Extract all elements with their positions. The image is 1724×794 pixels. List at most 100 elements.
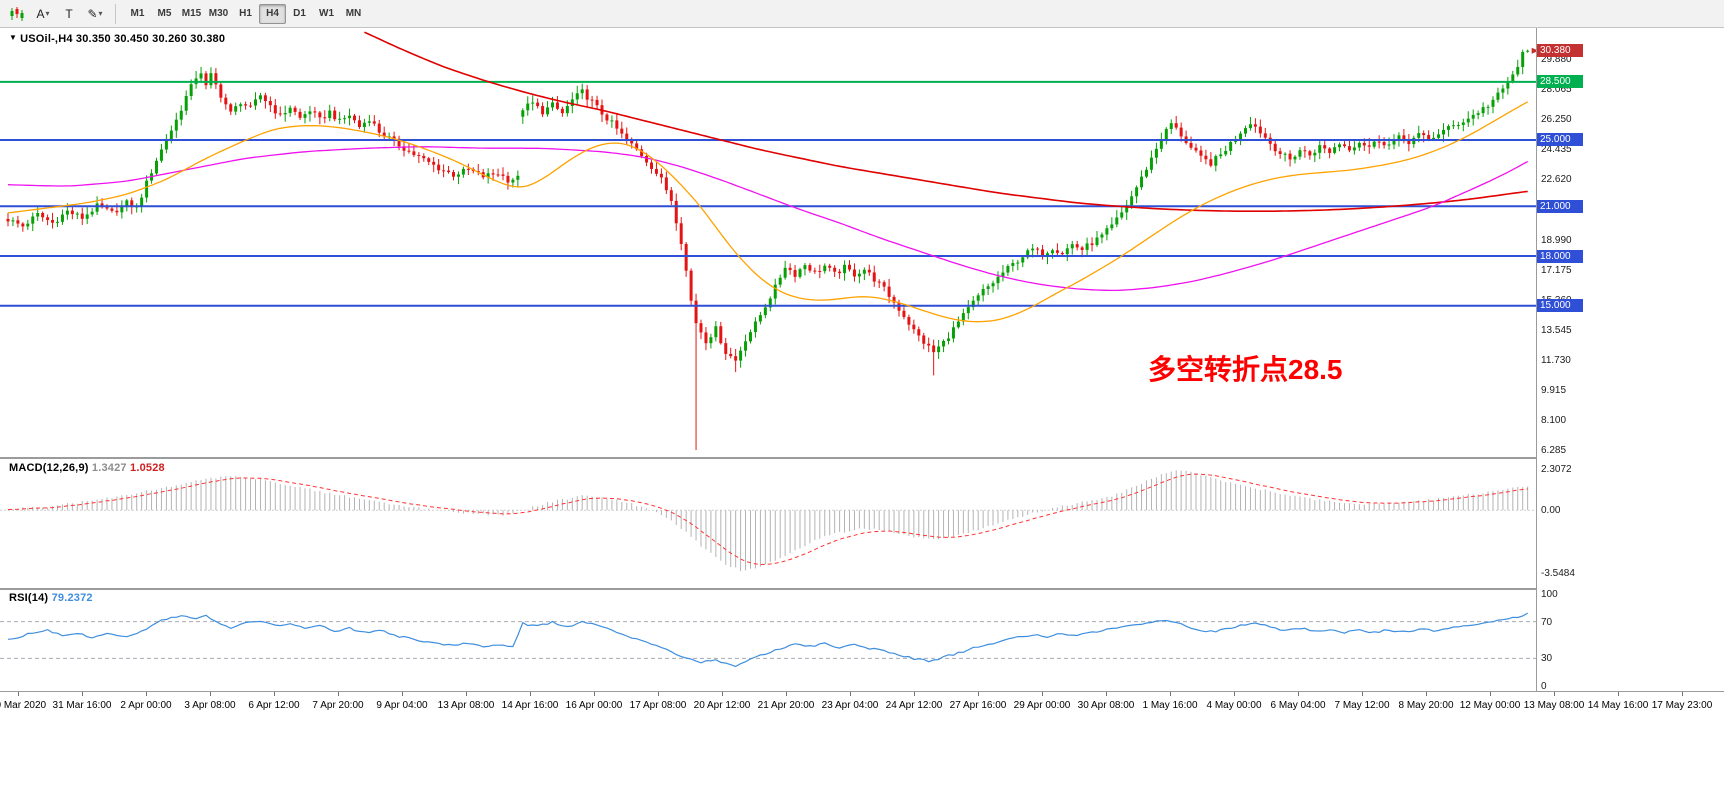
main-chart-panel[interactable]: ▼ USOil-,H4 30.350 30.450 30.260 30.380 多… [0, 28, 1537, 458]
timeframe-D1[interactable]: D1 [293, 8, 306, 19]
price-tick: 26.250 [1541, 114, 1572, 126]
time-label: 7 May 12:00 [1334, 700, 1390, 711]
chevron-down-icon: ▾ [98, 9, 103, 18]
rsi-canvas[interactable] [0, 590, 1537, 691]
macd-signal-line [7, 473, 1528, 566]
ohlc-high: 30.450 [114, 33, 149, 45]
time-tick [1362, 692, 1363, 696]
rsi-value: 79.2372 [51, 592, 93, 604]
macd-panel[interactable]: MACD(12,26,9) 1.3427 1.0528 [0, 459, 1537, 588]
timeframe-H1[interactable]: H1 [239, 8, 252, 19]
time-label: 7 Apr 20:00 [312, 700, 364, 711]
draw-tool-button[interactable]: ✎ ▾ [83, 3, 107, 25]
time-label: 13 May 08:00 [1523, 700, 1585, 711]
chart-header: ▼ USOil-,H4 30.350 30.450 30.260 30.380 [9, 33, 225, 45]
current-price-label: 30.380 [1537, 44, 1583, 58]
chart-type-icon[interactable] [5, 3, 29, 25]
hlines-layer [0, 80, 1537, 307]
panel-divider[interactable] [0, 457, 1724, 459]
toolbar-separator [115, 3, 116, 24]
macd-canvas[interactable] [0, 459, 1537, 588]
price-tick: 13.545 [1541, 324, 1572, 336]
symbol-dropdown-icon[interactable]: ▼ [9, 33, 18, 42]
time-label: 17 May 23:00 [1651, 700, 1713, 711]
price-tick: 18.990 [1541, 234, 1572, 246]
time-label: 23 Apr 04:00 [821, 700, 879, 711]
price-scale[interactable]: 29.88028.06526.25024.43522.62020.80518.9… [1537, 28, 1724, 692]
time-label: 14 Apr 16:00 [501, 700, 559, 711]
price-line-label: 28.500 [1537, 75, 1583, 89]
time-tick [786, 692, 787, 696]
time-tick [1554, 692, 1555, 696]
last-price-marker [1531, 47, 1537, 54]
price-tick: 22.620 [1541, 174, 1572, 186]
time-label: 3 Apr 08:00 [184, 700, 236, 711]
time-label: 17 Apr 08:00 [629, 700, 687, 711]
time-tick [1682, 692, 1683, 696]
time-tick [1298, 692, 1299, 696]
timeframe-MN[interactable]: MN [345, 8, 362, 19]
time-label: 21 Apr 20:00 [757, 700, 815, 711]
rsi-tick: 0 [1541, 681, 1547, 692]
time-label: 2 Apr 00:00 [120, 700, 172, 711]
toolbar: A ▾ T ✎ ▾ M1 M5 M15 M30 H1 H4 D1 W1 MN [0, 0, 1724, 28]
price-tick: 11.730 [1541, 354, 1571, 366]
timeframe-W1[interactable]: W1 [319, 8, 334, 19]
timeframe-M15[interactable]: M15 [181, 8, 202, 19]
text-tool-button[interactable]: T [57, 3, 81, 25]
timeframe-M30[interactable]: M30 [208, 8, 229, 19]
time-tick [466, 692, 467, 696]
text-tool-label: T [65, 6, 73, 21]
rsi-tick: 100 [1541, 589, 1558, 600]
time-label: 29 Apr 00:00 [1013, 700, 1071, 711]
time-label: 24 Apr 12:00 [885, 700, 943, 711]
timeframe-M5[interactable]: M5 [157, 8, 172, 19]
rsi-label: RSI(14) 79.2372 [9, 592, 93, 604]
macd-main-value: 1.3427 [91, 462, 127, 474]
price-line-label: 18.000 [1537, 249, 1583, 263]
time-axis[interactable]: 30 Mar 2020 31 Mar 16:00 2 Apr 00:00 3 Apr … [0, 691, 1724, 719]
scale-separator-line [1536, 28, 1537, 691]
annotation-text: 多空转折点28.5 [1148, 354, 1343, 385]
price-tick: 6.285 [1541, 445, 1567, 457]
time-tick [658, 692, 659, 696]
time-tick [530, 692, 531, 696]
macd-signal-value: 1.0528 [130, 462, 165, 474]
time-tick [1234, 692, 1235, 696]
time-tick [1618, 692, 1619, 696]
time-tick [210, 692, 211, 696]
time-label: 1 May 16:00 [1142, 700, 1198, 711]
macd-tick: 2.3072 [1541, 464, 1572, 476]
rsi-panel[interactable]: RSI(14) 79.2372 [0, 590, 1537, 691]
time-tick [914, 692, 915, 696]
time-label: 30 Apr 08:00 [1077, 700, 1135, 711]
timeframe-group: M1 M5 M15 M30 H1 H4 D1 W1 MN [124, 3, 367, 24]
time-label: 9 Apr 04:00 [376, 700, 428, 711]
time-tick [594, 692, 595, 696]
time-tick [402, 692, 403, 696]
macd-tick: -3.5484 [1541, 568, 1575, 580]
timeframe-M1[interactable]: M1 [130, 8, 145, 19]
timeframe-H4[interactable]: H4 [259, 3, 286, 24]
candlestick-canvas[interactable] [0, 28, 1537, 458]
price-line-label: 21.000 [1537, 199, 1583, 213]
time-tick [18, 692, 19, 696]
time-tick [978, 692, 979, 696]
macd-name: MACD(12,26,9) [9, 462, 89, 474]
macd-histogram [7, 470, 1529, 572]
price-tick: 29.880 [1541, 54, 1572, 66]
time-label: 6 May 04:00 [1270, 700, 1326, 711]
price-tick: 17.175 [1541, 264, 1572, 276]
time-label: 31 Mar 16:00 [52, 700, 112, 711]
time-label: 8 May 20:00 [1398, 700, 1454, 711]
font-tool-label: A [36, 6, 45, 21]
price-line-label: 15.000 [1537, 299, 1583, 313]
font-tool-button[interactable]: A ▾ [31, 3, 55, 25]
time-tick [1490, 692, 1491, 696]
panel-divider[interactable] [0, 588, 1724, 590]
price-tick: 28.065 [1541, 84, 1572, 96]
time-label: 6 Apr 12:00 [248, 700, 300, 711]
price-tick: 8.100 [1541, 415, 1567, 427]
time-label: 4 May 00:00 [1206, 700, 1262, 711]
